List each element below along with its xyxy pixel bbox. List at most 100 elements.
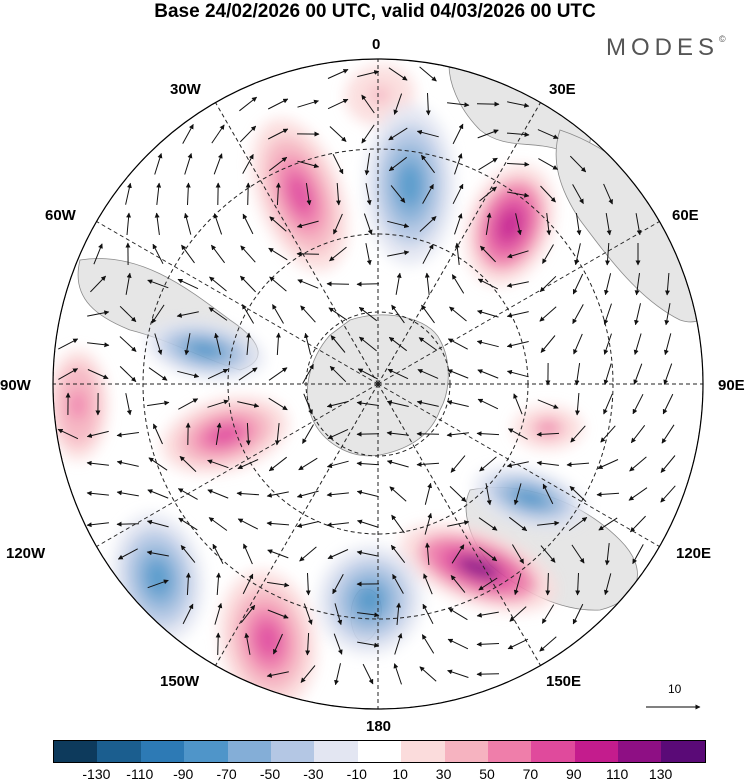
wind-vector-arrow — [153, 423, 163, 445]
wind-vector-arrow — [476, 339, 499, 348]
colorbar-tick-label: 10 — [392, 766, 408, 782]
wind-vector-arrow — [305, 183, 312, 206]
wind-vector-arrow — [148, 457, 168, 471]
wind-vector-arrow — [207, 459, 229, 469]
wind-vector-arrow — [244, 632, 251, 655]
wind-vector-arrow — [243, 543, 253, 565]
wind-vector-arrow — [119, 366, 137, 382]
map-title: Base 24/02/2026 00 UTC, valid 04/03/2026… — [154, 1, 596, 22]
wind-vector-arrow — [356, 431, 380, 437]
colorbar-tick-label: -30 — [303, 766, 324, 782]
lon-label-120e: 120E — [676, 545, 712, 562]
brand-logo: MODES© — [606, 34, 726, 62]
graticule — [53, 59, 703, 709]
wind-vector-arrow — [447, 669, 469, 678]
wind-vector-arrow — [268, 367, 288, 381]
wind-vector-arrow — [477, 129, 499, 139]
wind-vector-arrow — [333, 213, 343, 235]
wind-vector-arrow — [386, 459, 409, 468]
wind-vector-arrow — [633, 363, 643, 385]
wind-vector-arrow — [302, 363, 314, 384]
wind-vector-arrow — [329, 126, 347, 142]
wind-vector-arrow — [356, 400, 379, 406]
wind-vector-arrow — [365, 183, 372, 206]
wind-vector-arrow — [177, 370, 200, 379]
colorbar-ticks: -130 -110 -90 -70 -50 -30 -10 10 30 50 70 90 110 130 — [0, 764, 750, 783]
wind-vector-arrow — [663, 333, 672, 356]
wind-vector-arrow — [454, 213, 463, 235]
wind-vector-arrow — [416, 400, 439, 407]
wind-vector-arrow — [146, 550, 169, 557]
wind-vector-arrow — [87, 342, 110, 348]
reference-vector: 10 — [646, 682, 701, 710]
wind-vector-arrow — [539, 306, 557, 322]
wind-vector-arrow — [506, 281, 529, 288]
reference-vector-label: 10 — [668, 682, 682, 696]
wind-vector-arrow — [181, 244, 195, 264]
wind-vector-arrow — [478, 517, 498, 531]
wind-vector-arrow — [237, 518, 259, 530]
wind-vector-arrow — [213, 153, 223, 175]
wind-vector-arrow — [176, 311, 199, 318]
wind-vector-arrow — [393, 93, 403, 115]
wind-vector-arrow — [356, 490, 379, 498]
wind-vector-arrow — [387, 220, 410, 229]
wind-vector-arrow — [537, 399, 559, 409]
wind-vector-arrow — [542, 244, 554, 264]
wind-vector-arrow — [513, 393, 523, 415]
wind-vector-arrow — [87, 310, 110, 317]
wind-vector-arrow — [485, 483, 492, 506]
negative-anomaly-near-0 — [397, 162, 423, 208]
wind-vector-arrow — [629, 456, 647, 472]
wind-vector-arrow — [632, 544, 644, 565]
wind-vector-arrow — [364, 153, 371, 176]
wind-vector-arrow — [634, 273, 640, 296]
wind-vector-arrow — [305, 632, 311, 656]
wind-vector-arrow — [242, 573, 254, 595]
wind-vector-arrow — [661, 424, 675, 444]
wind-vector-arrow — [329, 365, 347, 383]
colorbar-tick-label: -10 — [346, 766, 367, 782]
colorbar-swatch — [401, 741, 445, 762]
wind-vector-arrow — [566, 462, 590, 468]
wind-vector-arrow — [296, 521, 319, 528]
colorbar-swatch — [357, 741, 402, 762]
wind-vector-arrow — [418, 337, 438, 351]
wind-vector-arrow — [664, 272, 670, 296]
wind-vector-arrow — [540, 335, 556, 353]
lon-label-120w: 120W — [6, 545, 46, 562]
wind-vector-arrow — [125, 182, 132, 205]
wind-vector-arrow — [603, 363, 612, 385]
wind-vector-arrow — [302, 424, 314, 444]
wind-vector-arrow — [420, 154, 436, 174]
wind-vector-arrow — [394, 633, 403, 655]
wind-vector-arrow — [125, 393, 132, 416]
wind-vector-arrow — [214, 332, 221, 355]
colorbar-swatch — [618, 741, 662, 762]
wind-vector-arrow — [182, 603, 194, 625]
wind-vector-arrow — [326, 460, 349, 469]
wind-vector-arrow — [356, 550, 379, 557]
colorbar-swatch — [444, 741, 488, 762]
wind-vector-arrow — [634, 303, 641, 326]
wind-vector-arrow — [509, 606, 527, 622]
wind-vector-arrow — [573, 333, 583, 355]
wind-vector-arrow — [571, 544, 585, 564]
wind-vector-arrow — [213, 213, 223, 235]
colorbar-swatch — [574, 741, 619, 762]
wind-vector-arrow — [275, 182, 281, 206]
wind-vector-arrow — [267, 609, 289, 619]
wind-vector-arrow — [327, 428, 349, 440]
wind-vector-arrow — [268, 397, 288, 411]
wind-vector-arrow — [572, 273, 584, 295]
wind-vector-arrow — [387, 368, 409, 380]
wind-vector-arrow — [125, 272, 132, 295]
wind-vector-arrow — [506, 341, 529, 348]
wind-vector-arrow — [147, 400, 170, 407]
wind-vector-arrow — [332, 153, 344, 175]
wind-vector-arrow — [303, 603, 313, 625]
wind-vector-arrow — [273, 633, 283, 655]
wind-vector-arrow — [269, 216, 287, 232]
wind-vector-arrow — [268, 456, 288, 472]
wind-vector-arrow — [541, 604, 555, 624]
